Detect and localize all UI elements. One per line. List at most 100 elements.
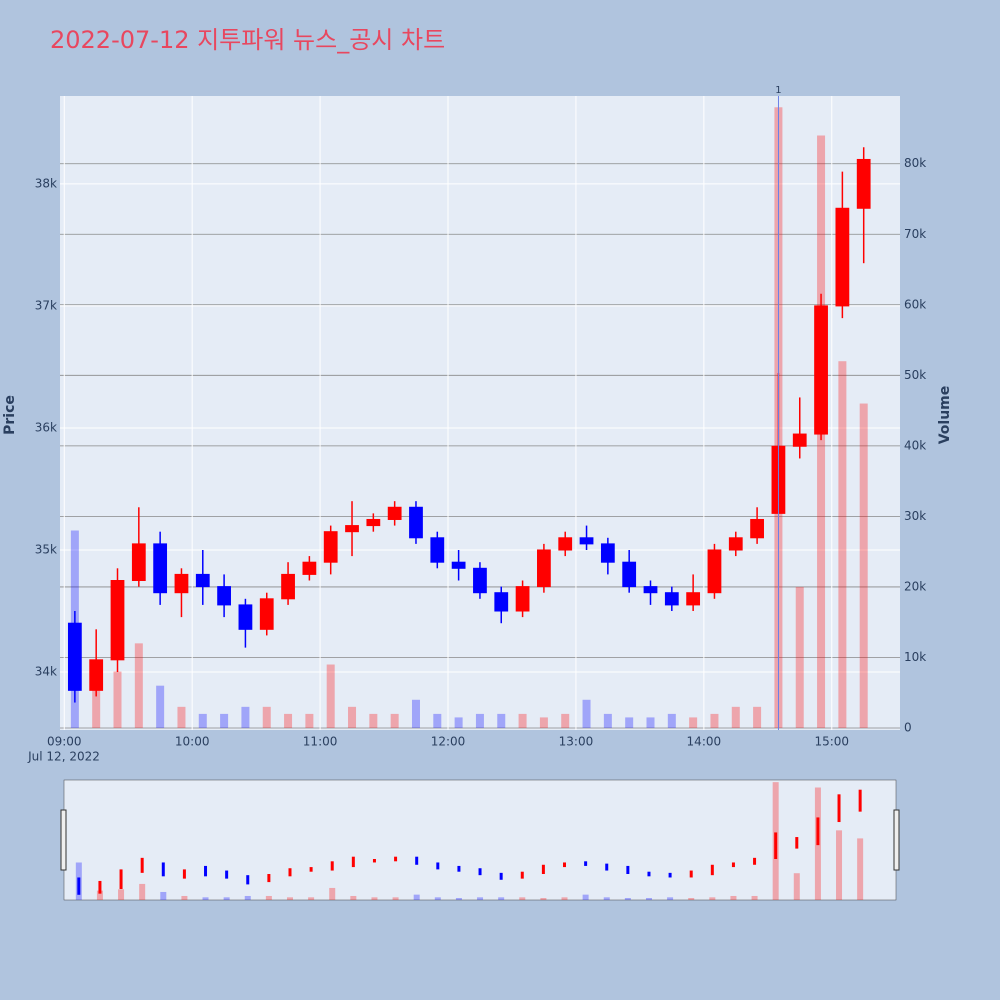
volume-bar (134, 643, 143, 728)
slider-volume-bar (265, 895, 272, 900)
volume-bar (646, 717, 655, 728)
candle-body (814, 305, 828, 435)
candle-body (494, 592, 509, 612)
candle-body (643, 586, 658, 594)
slider-handle[interactable] (60, 809, 67, 871)
volume-bar (433, 713, 442, 728)
candle-body (558, 537, 573, 551)
candle-body (131, 543, 146, 582)
y-tick-label: 38k (35, 176, 57, 190)
x-tick-label: 09:00 (47, 735, 82, 749)
slider-volume-bar (392, 897, 399, 900)
volume-bar (795, 586, 804, 728)
candle-body (600, 543, 615, 563)
x-tick-label: 11:00 (303, 735, 338, 749)
volume-bar (411, 699, 420, 728)
slider-volume-bar (477, 897, 484, 900)
candle-body (89, 659, 104, 691)
volume-bar (582, 699, 591, 728)
x-tick-label: 15:00 (814, 735, 849, 749)
y-axis-title: Price (2, 395, 18, 435)
candle-body (451, 561, 466, 569)
slider-volume-bar (519, 897, 526, 900)
slider-volume-bar (139, 883, 146, 900)
candle-body (323, 531, 338, 563)
x-tick-label: 13:00 (559, 735, 594, 749)
candle-body (792, 433, 807, 447)
volume-bar (113, 671, 122, 728)
y2-tick-label: 0 (904, 721, 912, 735)
volume-bar (497, 713, 506, 728)
y-tick-label: 34k (35, 665, 57, 679)
candle-body (238, 604, 253, 630)
x-tick-label: 12:00 (431, 735, 466, 749)
y2-axis-title: Volume (937, 386, 953, 445)
volume-bar (369, 713, 378, 728)
candle-body (195, 573, 210, 588)
annotation-label: 1 (775, 85, 781, 96)
volume-bar (348, 706, 357, 728)
y-tick-label: 37k (35, 298, 57, 312)
y-tick-label: 35k (35, 542, 57, 556)
y2-tick-label: 80k (904, 156, 926, 170)
candle-body (664, 592, 679, 606)
slider-volume-bar (244, 895, 251, 900)
candle-body (430, 537, 445, 563)
candle-body (174, 573, 189, 594)
slider-volume-bar (96, 890, 103, 900)
volume-bar (156, 685, 165, 728)
y2-tick-label: 10k (904, 650, 926, 664)
volume-bar (731, 706, 740, 728)
volume-bar (241, 706, 250, 728)
slider-handle[interactable] (893, 809, 900, 871)
x-tick-label: 14:00 (687, 735, 722, 749)
slider-volume-bar (561, 897, 568, 900)
slider-volume-bar (793, 873, 800, 900)
volume-bar (390, 713, 399, 728)
slider-volume-bar (455, 897, 462, 900)
volume-bar (859, 403, 868, 728)
slider-volume-bar (371, 897, 378, 900)
volume-bar (518, 713, 527, 728)
volume-bar (220, 713, 229, 728)
candle-body (728, 537, 743, 551)
volume-bar (305, 713, 314, 728)
volume-bar (710, 713, 719, 728)
candle-body (473, 567, 487, 594)
slider-volume-bar (645, 897, 652, 900)
candle-body (366, 518, 381, 527)
slider-volume-bar (350, 895, 357, 900)
x-tick-label: 10:00 (175, 735, 210, 749)
candle-body (217, 586, 231, 606)
y2-tick-label: 20k (904, 579, 926, 593)
slider-volume-bar (730, 895, 737, 900)
volume-bar (262, 706, 271, 728)
range-slider[interactable] (63, 779, 897, 901)
candle-body (515, 586, 530, 612)
slider-volume-bar (181, 895, 188, 900)
chart-title: 2022-07-12 지투파워 뉴스_공시 차트 (50, 26, 445, 54)
candle-body (302, 561, 317, 575)
slider-volume-bar (688, 897, 695, 900)
volume-bar (539, 717, 548, 728)
volume-bar (561, 713, 570, 728)
candle-body (707, 549, 722, 594)
volume-bar (475, 713, 484, 728)
plot-area (60, 96, 900, 730)
slider-volume-bar (582, 894, 589, 900)
slider-volume-bar (498, 897, 505, 900)
y2-tick-label: 40k (904, 438, 926, 452)
slider-volume-bar (308, 897, 315, 900)
slider-volume-bar (286, 897, 293, 900)
volume-bar (454, 717, 463, 728)
y-tick-label: 36k (35, 420, 57, 434)
candle-body (750, 518, 764, 539)
candle-body (345, 525, 359, 533)
candle-body (281, 573, 295, 600)
volume-bar (603, 713, 612, 728)
slider-volume-bar (223, 897, 230, 900)
slider-volume-bar (836, 830, 843, 900)
slider-volume-bar (857, 838, 864, 900)
candle-body (67, 622, 82, 691)
